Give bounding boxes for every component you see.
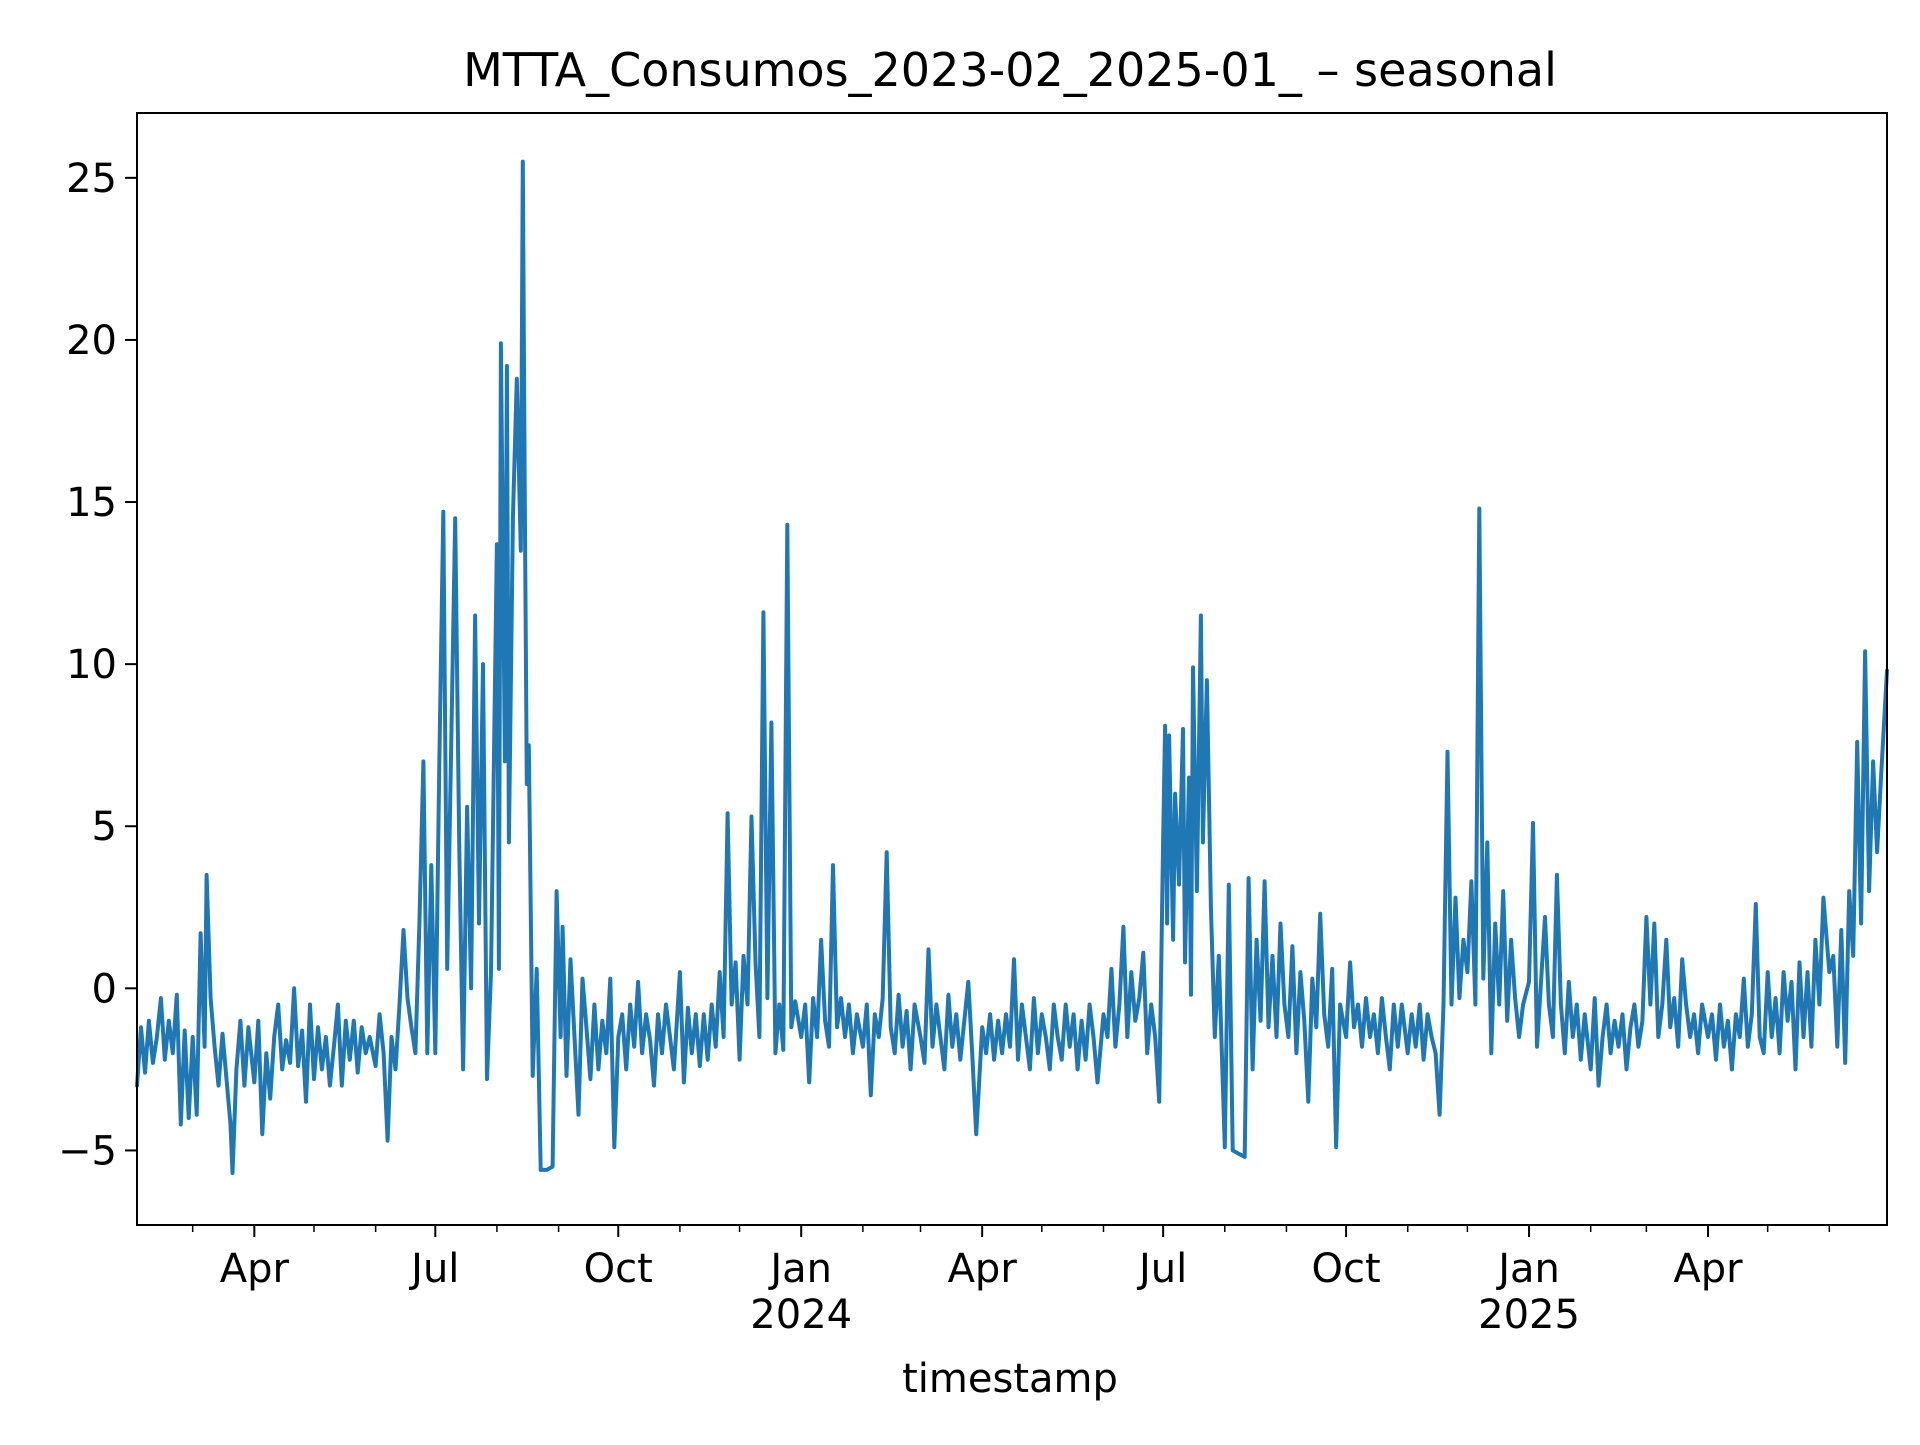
x-tick-year-label: 2025 [1478, 1292, 1580, 1338]
x-tick-label: Apr [220, 1246, 290, 1292]
y-tick-label: 0 [92, 966, 117, 1012]
x-tick-label: Oct [1312, 1246, 1381, 1292]
x-tick-label: Jan [767, 1246, 832, 1292]
x-tick-label: Apr [1673, 1246, 1743, 1292]
x-tick-label: Jan [1495, 1246, 1560, 1292]
y-tick-label: 25 [66, 156, 117, 202]
x-tick-label: Jul [1136, 1246, 1187, 1292]
x-tick-label: Apr [948, 1246, 1018, 1292]
x-tick-label: Oct [584, 1246, 653, 1292]
y-tick-label: 5 [92, 804, 117, 850]
series-line [135, 159, 1889, 1176]
chart-title: MTTA_Consumos_2023-02_2025-01_ – seasona… [463, 43, 1557, 97]
y-tick-label: 20 [66, 318, 117, 364]
y-tick-label: 10 [66, 642, 117, 688]
x-axis-label: timestamp [902, 1356, 1118, 1402]
y-tick-label: 15 [66, 480, 117, 526]
plot-frame [136, 112, 1888, 1226]
y-tick-label: −5 [58, 1128, 117, 1174]
x-tick-label: Jul [408, 1246, 459, 1292]
x-tick-year-label: 2024 [750, 1292, 852, 1338]
